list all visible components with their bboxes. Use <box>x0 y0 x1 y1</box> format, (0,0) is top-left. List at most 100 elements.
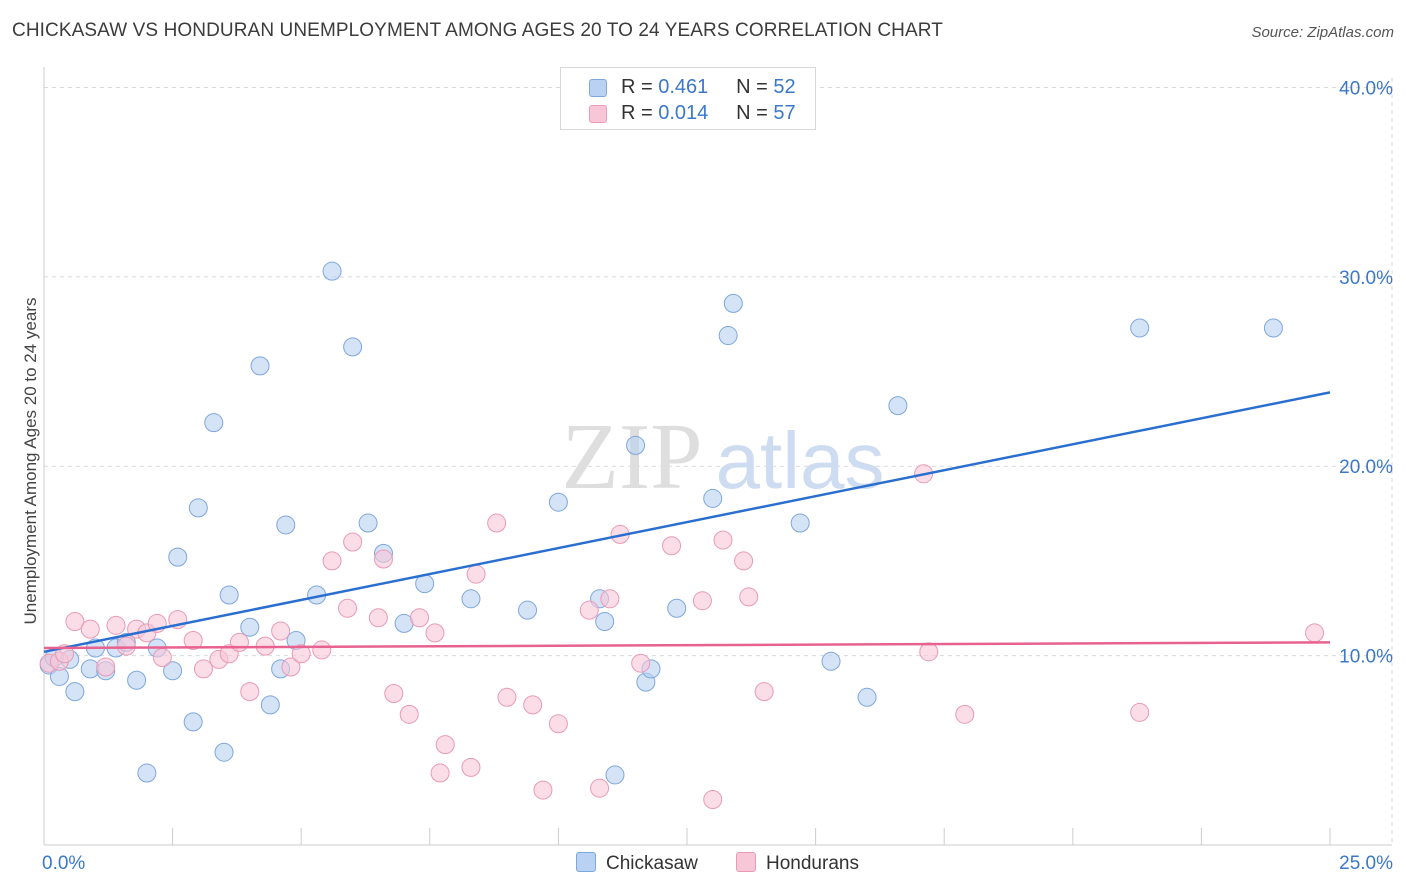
hondurans-point <box>343 532 363 552</box>
x-tick-label: 0.0% <box>42 853 85 874</box>
hondurans-point <box>96 657 116 677</box>
chickasaw-point <box>137 763 157 783</box>
r-label: R = <box>621 76 659 98</box>
hondurans-point <box>533 780 553 800</box>
chickasaw-point <box>168 547 188 567</box>
hondurans-point <box>322 551 342 571</box>
watermark-zip: ZIP <box>562 405 703 509</box>
chickasaw-point <box>276 515 296 535</box>
hondurans-trend-line <box>43 641 1331 650</box>
legend-label: Hondurans <box>766 853 859 874</box>
hondurans-point <box>739 587 759 607</box>
chickasaw-point <box>888 396 908 416</box>
hondurans-point <box>193 659 213 679</box>
chickasaw-point <box>163 661 183 681</box>
chickasaw-swatch <box>576 852 596 872</box>
y-tick-label: 30.0% <box>1339 268 1393 289</box>
hondurans-point <box>631 653 651 673</box>
stats-legend: R = 0.461 N = 52 R = 0.014 N = 57 <box>560 67 816 130</box>
axes <box>43 67 1392 846</box>
hondurans-point <box>374 549 394 569</box>
hondurans-point <box>435 735 455 755</box>
hondurans-point <box>337 598 357 618</box>
data-points <box>39 261 1325 810</box>
chickasaw-point <box>65 682 85 702</box>
chickasaw-trend-line <box>43 391 1331 654</box>
chickasaw-point <box>188 498 208 518</box>
n-value: 52 <box>773 76 796 98</box>
chickasaw-point <box>358 513 378 533</box>
chickasaw-point <box>322 261 342 281</box>
hondurans-point <box>466 564 486 584</box>
source-label: Source: ZipAtlas.com <box>1251 24 1394 41</box>
hondurans-point <box>734 551 754 571</box>
chickasaw-point <box>204 413 224 433</box>
hondurans-point <box>523 695 543 715</box>
hondurans-point <box>80 619 100 639</box>
chickasaw-point <box>127 670 147 690</box>
chickasaw-point <box>260 695 280 715</box>
chickasaw-point <box>1263 318 1283 338</box>
hondurans-point <box>271 621 291 641</box>
hondurans-point <box>548 714 568 734</box>
hondurans-point <box>368 608 388 628</box>
chickasaw-point <box>1130 318 1150 338</box>
hondurans-point <box>410 608 430 628</box>
trend-lines <box>43 391 1331 654</box>
hondurans-point <box>152 648 172 668</box>
hondurans-point <box>461 757 481 777</box>
watermark-atlas: atlas <box>716 416 885 505</box>
r-label: R = <box>621 102 659 124</box>
chickasaw-point <box>857 687 877 707</box>
chickasaw-point <box>183 712 203 732</box>
hondurans-point <box>281 657 301 677</box>
chickasaw-point <box>548 492 568 512</box>
grid-lines <box>44 78 1393 845</box>
hondurans-point <box>692 591 712 611</box>
hondurans-point <box>116 636 136 656</box>
hondurans-point <box>754 682 774 702</box>
hondurans-point <box>229 632 249 652</box>
chickasaw-swatch <box>589 79 607 97</box>
hondurans-point <box>430 763 450 783</box>
legend-item-hondurans[interactable]: Hondurans <box>736 852 859 875</box>
chickasaw-point <box>790 513 810 533</box>
hondurans-point <box>703 790 723 810</box>
hondurans-point <box>590 778 610 798</box>
chickasaw-point <box>667 598 687 618</box>
chickasaw-point <box>626 435 646 455</box>
n-label: N = <box>736 102 774 124</box>
chickasaw-point <box>214 742 234 762</box>
chickasaw-point <box>219 585 239 605</box>
hondurans-point <box>312 640 332 660</box>
chickasaw-point <box>595 612 615 632</box>
hondurans-swatch <box>736 852 756 872</box>
chickasaw-point <box>343 337 363 357</box>
hondurans-swatch <box>589 105 607 123</box>
hondurans-point <box>662 536 682 556</box>
chickasaw-point <box>703 488 723 508</box>
hondurans-point <box>399 704 419 724</box>
hondurans-point <box>487 513 507 533</box>
hondurans-point <box>106 615 126 635</box>
chickasaw-point <box>718 326 738 346</box>
hondurans-point <box>65 612 85 632</box>
legend-item-chickasaw[interactable]: Chickasaw <box>576 852 698 875</box>
y-tick-label: 20.0% <box>1339 457 1393 478</box>
hondurans-point <box>384 683 404 703</box>
chickasaw-point <box>518 600 538 620</box>
hondurans-point <box>291 644 311 664</box>
hondurans-point <box>183 630 203 650</box>
hondurans-point <box>1305 623 1325 643</box>
chickasaw-point <box>723 293 743 313</box>
chickasaw-point <box>821 651 841 671</box>
chickasaw-point <box>240 617 260 637</box>
hondurans-point <box>1130 702 1150 722</box>
hondurans-point <box>713 530 733 550</box>
hondurans-point <box>919 642 939 662</box>
chickasaw-point <box>461 589 481 609</box>
n-label: N = <box>736 76 774 98</box>
hondurans-point <box>600 589 620 609</box>
r-value: 0.461 <box>658 76 709 98</box>
